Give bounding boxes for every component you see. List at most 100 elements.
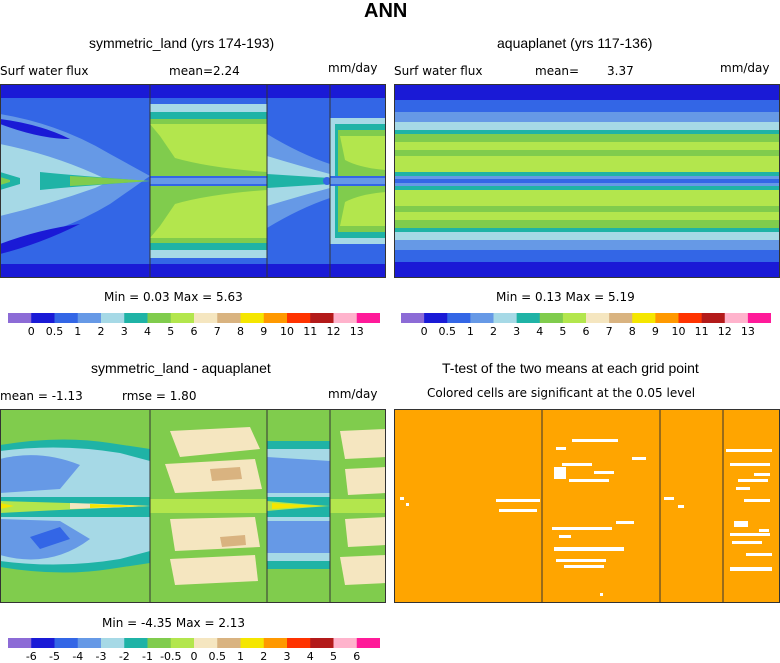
panel1-colorbar-tick-label: 5 xyxy=(167,325,175,338)
panel1-colorbar xyxy=(8,313,380,323)
panel2-colorbar-tick-label: 7 xyxy=(605,325,613,338)
panel4-subtitle: Colored cells are significant at the 0.0… xyxy=(427,386,696,400)
panel2-colorbar-tick-label: 6 xyxy=(582,325,590,338)
panel1-colorbar-tick-label: 8 xyxy=(237,325,244,338)
panel2-colorbar-swatch xyxy=(632,313,656,323)
panel2-colorbar-tick-label: 4 xyxy=(536,325,544,338)
panel3-colorbar-tick-label: 3 xyxy=(283,650,291,663)
panel2-colorbar-tick-label: 11 xyxy=(694,325,709,338)
panel1-colorbar-swatch xyxy=(8,313,32,323)
panel2-colorbar-swatch xyxy=(401,313,425,323)
panel3-colorbar-swatch xyxy=(147,638,172,648)
panel2-colorbar-tick-label: 3 xyxy=(513,325,521,338)
panel2-variable-label: Surf water flux xyxy=(394,64,483,78)
panel3-colorbar-tick-label: 1 xyxy=(237,650,244,663)
panel2-colorbar-swatch xyxy=(562,313,587,323)
panel2-colorbar-tick-label: 12 xyxy=(717,325,732,338)
panel3-colorbar-swatch xyxy=(8,638,32,648)
panel1-colorbar-swatch xyxy=(240,313,265,323)
panel3-colorbar-swatch xyxy=(54,638,79,648)
panel3-units: mm/day xyxy=(328,387,378,401)
panel2-colorbar-swatch xyxy=(493,313,517,323)
panel1-colorbar-tick-label: 13 xyxy=(349,325,364,338)
panel4-map xyxy=(394,409,780,603)
panel1-colorbar-swatch xyxy=(194,313,218,323)
panel3-mean: mean = -1.13 xyxy=(0,389,83,403)
panel3-colorbar-tick-label: -3 xyxy=(95,650,107,663)
panel1-mean-value: 2.24 xyxy=(213,64,240,78)
panel1-colorbar-swatch xyxy=(54,313,79,323)
panel1-colorbar-tick-label: 0 xyxy=(27,325,35,338)
panel1-colorbar-swatch xyxy=(77,313,102,323)
panel2-colorbar-swatch xyxy=(701,313,726,323)
panel1-units: mm/day xyxy=(328,61,378,75)
panel1-colorbar-tick-label: 4 xyxy=(144,325,151,338)
panel3-colorbar-swatch xyxy=(124,638,148,648)
panel3-colorbar-tick-label: -2 xyxy=(118,650,130,663)
panel2-title: aquaplanet (yrs 117-136) xyxy=(497,35,653,51)
panel1-colorbar-tick-label: 1 xyxy=(74,325,82,338)
panel3-rmse: rmse = 1.80 xyxy=(122,389,197,403)
panel1-colorbar-swatch xyxy=(170,313,195,323)
panel2-colorbar-swatch xyxy=(747,313,771,323)
panel1-colorbar-swatch xyxy=(310,313,334,323)
panel2-colorbar-swatch xyxy=(516,313,541,323)
panel2-colorbar-tick-label: 2 xyxy=(490,325,497,338)
panel1-colorbar-tick-label: 12 xyxy=(326,325,341,338)
panel3-colorbar-tick-label: -1 xyxy=(142,650,153,663)
panel3-colorbar-swatch xyxy=(333,638,358,648)
panel3-colorbar-swatch xyxy=(170,638,195,648)
panel3-colorbar-tick-label: 6 xyxy=(353,650,361,663)
panel2-colorbar-tick-label: 5 xyxy=(559,325,567,338)
panel2-colorbar-swatch xyxy=(655,313,679,323)
panel3-colorbar-swatch xyxy=(101,638,125,648)
panel3-title: symmetric_land - aquaplanet xyxy=(91,360,271,376)
panel1-map xyxy=(0,84,386,278)
panel3-map xyxy=(0,409,386,603)
panel1-colorbar-tick-label: 9 xyxy=(260,325,268,338)
panel3-colorbar-swatch xyxy=(240,638,265,648)
panel2-colorbar-swatch xyxy=(424,313,448,323)
panel3-colorbar-tick-label: 2 xyxy=(260,650,268,663)
panel3-colorbar-swatch xyxy=(217,638,241,648)
panel1-colorbar-tick-label: 0.5 xyxy=(45,325,64,338)
panel3-colorbar-tick-label: -0.5 xyxy=(160,650,182,663)
panel2-colorbar-swatch xyxy=(609,313,633,323)
panel3-colorbar-tick-label: -6 xyxy=(25,650,37,663)
panel3-colorbar-labels: -6 -5 -4 -3 -2 -1 -0.5 0 0.5 1 2 3 4 5 6 xyxy=(8,650,380,663)
panel3-colorbar-swatch xyxy=(356,638,380,648)
panel2-colorbar-tick-label: 1 xyxy=(466,325,474,338)
panel1-colorbar-swatch xyxy=(31,313,55,323)
panel1-mean-label: mean= xyxy=(169,64,214,78)
panel2-colorbar-swatch xyxy=(586,313,610,323)
panel2-min-max: Min = 0.13 Max = 5.19 xyxy=(496,290,635,304)
panel1-colorbar-labels: 0 0.5 1 2 3 4 5 6 7 8 9 10 11 12 13 xyxy=(8,325,380,339)
panel3-colorbar-tick-label: -4 xyxy=(72,650,84,663)
panel2-map xyxy=(394,84,780,278)
panel2-colorbar-tick-label: 9 xyxy=(651,325,659,338)
panel4-title: T-test of the two means at each grid poi… xyxy=(442,360,699,376)
panel3-colorbar-swatch xyxy=(194,638,218,648)
panel3-colorbar-swatch xyxy=(77,638,102,648)
panel3-colorbar-swatch xyxy=(31,638,55,648)
panel1-title: symmetric_land (yrs 174-193) xyxy=(89,35,275,51)
panel2-colorbar-tick-label: 10 xyxy=(671,325,686,338)
panel3-colorbar-swatch xyxy=(287,638,311,648)
panel1-colorbar-swatch xyxy=(333,313,358,323)
panel2-colorbar xyxy=(401,313,771,323)
panel2-colorbar-swatch xyxy=(724,313,749,323)
panel2-colorbar-swatch xyxy=(447,313,471,323)
panel1-colorbar-swatch xyxy=(124,313,148,323)
panel1-variable-label: Surf water flux xyxy=(0,64,89,78)
panel2-colorbar-tick-label: 0 xyxy=(420,325,428,338)
panel2-colorbar-tick-label: 0.5 xyxy=(438,325,457,338)
panel1-colorbar-tick-label: 6 xyxy=(190,325,198,338)
panel2-colorbar-labels: 0 0.5 1 2 3 4 5 6 7 8 9 10 11 12 13 xyxy=(401,325,771,339)
panel3-colorbar-tick-label: -5 xyxy=(49,650,60,663)
panel1-colorbar-tick-label: 11 xyxy=(303,325,318,338)
panel2-colorbar-swatch xyxy=(470,313,494,323)
panel3-colorbar-swatch xyxy=(310,638,334,648)
panel3-colorbar-tick-label: 0 xyxy=(190,650,198,663)
main-title: ANN xyxy=(364,0,408,22)
panel3-colorbar-swatch xyxy=(263,638,288,648)
